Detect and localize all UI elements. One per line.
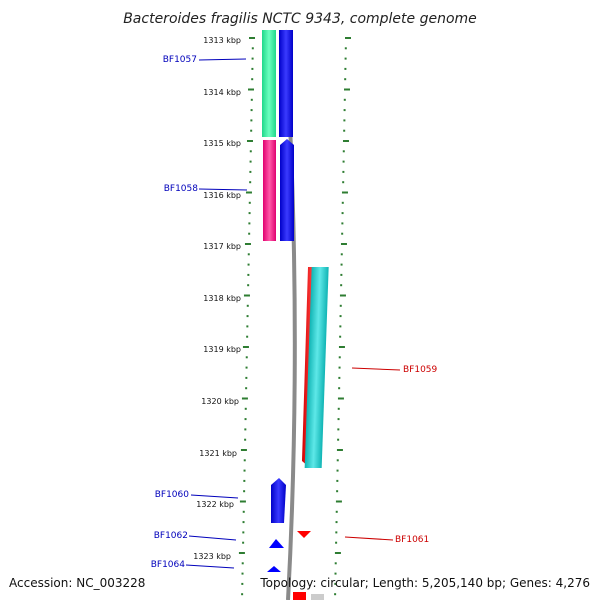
kbp-label: 1313 kbp <box>203 36 241 45</box>
gene-BF1058-shape[interactable] <box>280 139 294 241</box>
gene-label-BF1064[interactable]: BF1064 <box>151 560 186 570</box>
feature-block-magenta[interactable] <box>263 140 276 241</box>
gene-label-BF1059[interactable]: BF1059 <box>403 365 438 375</box>
kbp-label: 1316 kbp <box>203 191 241 200</box>
topology-text: Topology: circular; Length: 5,205,140 bp… <box>259 576 590 590</box>
kbp-label: 1320 kbp <box>201 397 239 406</box>
gene-partial-red[interactable] <box>293 592 306 600</box>
gene-BF1062-shape[interactable] <box>269 539 284 548</box>
gene-leader-line <box>185 564 235 569</box>
gene-label-BF1057[interactable]: BF1057 <box>163 55 197 65</box>
kbp-label: 1315 kbp <box>203 139 241 148</box>
gene-label-BF1062[interactable]: BF1062 <box>154 531 188 541</box>
accession-text: Accession: NC_003228 <box>9 576 145 590</box>
gene-leader-line <box>198 58 247 61</box>
gene-leader-line <box>190 494 239 499</box>
kbp-label: 1314 kbp <box>203 88 241 97</box>
gene-BF1060-shape[interactable] <box>271 478 286 523</box>
gene-BF1057-shape[interactable] <box>279 30 293 137</box>
kbp-label: 1322 kbp <box>196 500 234 509</box>
gene-label-BF1061[interactable]: BF1061 <box>395 535 429 545</box>
gene-label-BF1060[interactable]: BF1060 <box>155 490 190 500</box>
kbp-label: 1321 kbp <box>199 449 237 458</box>
map-title: Bacteroides fragilis NCTC 9343, complete… <box>123 11 477 27</box>
kbp-label: 1318 kbp <box>203 294 241 303</box>
kbp-label: 1317 kbp <box>203 242 241 251</box>
right-tick-ruler <box>334 37 351 596</box>
gene-label-BF1058[interactable]: BF1058 <box>164 184 199 194</box>
gene-BF1061-shape[interactable] <box>297 531 311 538</box>
left-tick-ruler <box>238 37 255 596</box>
gene-partial-gray[interactable] <box>311 594 324 600</box>
feature-block-green[interactable] <box>262 30 276 137</box>
gene-leader-line <box>344 536 394 541</box>
gene-BF1064-shape[interactable] <box>267 566 281 572</box>
gene-leader-line <box>188 535 237 541</box>
gene-leader-line <box>351 367 401 371</box>
feature-block-cyan[interactable] <box>304 267 329 468</box>
kbp-label: 1319 kbp <box>203 345 241 354</box>
kbp-label: 1323 kbp <box>193 552 231 561</box>
gene-leader-line <box>198 188 248 191</box>
